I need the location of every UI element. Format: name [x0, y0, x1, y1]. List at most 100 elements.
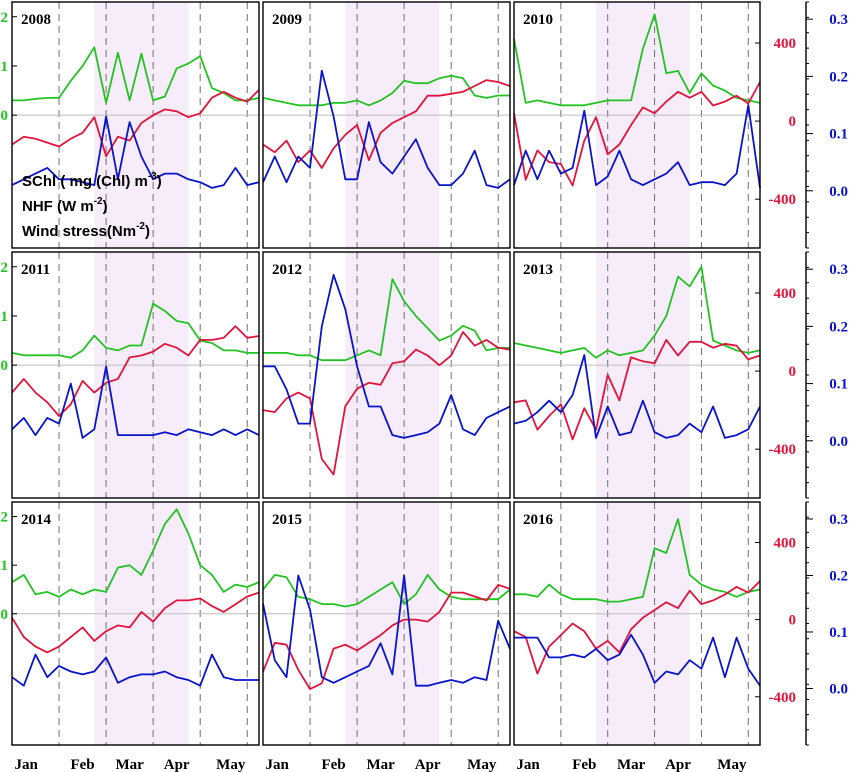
schl-line	[262, 74, 510, 107]
month-label: Feb	[70, 757, 94, 772]
schl-line	[513, 265, 761, 359]
left-tick-label: 2	[1, 260, 9, 276]
year-label: 2014	[21, 512, 52, 528]
year-label: 2008	[21, 12, 51, 28]
right-blue-tick-label: 0.3	[829, 262, 848, 278]
month-label: Apr	[164, 757, 190, 772]
panel-2015: 2015 Jan Feb Mar Apr May	[262, 501, 511, 772]
month-label: May	[717, 757, 747, 772]
wind-stress-line	[11, 653, 259, 687]
nhf-line	[262, 79, 511, 169]
legend-nhf-main: NHF (W m	[22, 198, 94, 215]
nhf-line	[262, 331, 511, 476]
schl-line	[12, 46, 260, 104]
right-blue-tick-label: 0.3	[829, 12, 848, 28]
panel-2011: 2011 0 1 2	[1, 251, 260, 499]
wind-stress-line	[513, 104, 761, 189]
nhf-line	[262, 584, 511, 690]
year-label: 2011	[21, 262, 50, 278]
year-label: 2009	[272, 12, 302, 28]
schl-line	[11, 302, 259, 359]
legend-schl: SChl ( mg (Chl) m-3)	[22, 171, 162, 190]
year-label: 2012	[272, 262, 302, 278]
right-red-tick-label: 400	[774, 286, 797, 302]
legend-nhf: NHF (W m-2)	[22, 196, 108, 215]
month-label: May	[467, 757, 497, 772]
month-label: Mar	[115, 757, 144, 772]
wind-stress-line	[11, 365, 260, 439]
right-red-tick-label: -400	[769, 690, 797, 706]
legend-wind-tail: )	[145, 223, 150, 240]
shade-band	[345, 252, 440, 498]
panel-frame	[11, 1, 260, 249]
shade-band	[596, 502, 690, 745]
right-blue-tick-label: 0.0	[829, 434, 848, 450]
nhf-line	[11, 591, 260, 654]
panel-frame	[513, 251, 761, 499]
legend-wind: Wind stress(Nm-2)	[22, 221, 150, 240]
right-red-tick-label: 0	[789, 613, 797, 629]
panel-2013: 2013 -400 0 400 0.0 0.1 0.2 0.3	[513, 251, 848, 499]
right-blue-tick-label: 0.0	[829, 184, 848, 200]
left-tick-label: 1	[1, 59, 9, 75]
right-blue-tick-label: 0.3	[829, 512, 848, 528]
wind-stress-line	[514, 633, 761, 687]
left-tick-label: 0	[1, 108, 9, 124]
panel-frame	[11, 251, 260, 499]
legend: SChl ( mg (Chl) m-3) NHF (W m-2) Wind st…	[22, 171, 162, 240]
month-label: May	[216, 757, 246, 772]
right-red-tick-label: -400	[769, 442, 797, 458]
month-label: Jan	[14, 757, 38, 772]
wind-stress-line	[263, 273, 511, 439]
legend-wind-sup: -2	[136, 221, 145, 232]
panel-2008: 2008 0 1 2	[1, 1, 260, 249]
panel-frame	[262, 501, 511, 746]
legend-nhf-sup: -2	[94, 196, 103, 207]
left-tick-label: 1	[1, 558, 9, 574]
year-label: 2013	[523, 262, 553, 278]
left-tick-label: 2	[1, 510, 9, 526]
panel-2010: 2010 -400 0 400 0.0 0.1 0.2 0.3	[513, 1, 848, 249]
panel-2009: 2009	[262, 1, 511, 249]
right-blue-tick-label: 0.2	[829, 69, 848, 85]
wind-stress-line	[11, 115, 260, 189]
panel-frame	[11, 501, 260, 746]
month-label: Feb	[321, 757, 345, 772]
schl-line	[513, 13, 761, 107]
month-label: Apr	[415, 757, 441, 772]
month-label: Jan	[265, 757, 289, 772]
shade-band	[596, 252, 690, 498]
month-label: Mar	[617, 757, 646, 772]
left-tick-label: 0	[1, 358, 9, 374]
legend-wind-main: Wind stress(Nm	[22, 223, 136, 240]
panel-frame	[513, 1, 761, 249]
month-label: Apr	[665, 757, 691, 772]
panel-frame	[262, 251, 511, 499]
shade-band	[596, 2, 690, 248]
month-label: Mar	[366, 757, 395, 772]
shade-band	[94, 2, 189, 248]
nhf-line	[513, 338, 761, 441]
right-red-tick-label: 0	[789, 114, 797, 130]
panel-2012: 2012	[262, 251, 511, 499]
legend-schl-tail: )	[157, 173, 162, 190]
schl-line	[514, 518, 761, 603]
schl-line	[262, 574, 511, 608]
panel-2014: 2014 0 1 2 Jan Feb Mar Apr May	[1, 501, 260, 772]
right-blue-tick-label: 0.2	[829, 568, 848, 584]
right-blue-tick-label: 0.0	[829, 681, 848, 697]
right-red-tick-label: 0	[789, 364, 797, 380]
schl-line	[11, 508, 260, 598]
right-blue-tick-label: 0.2	[829, 319, 848, 335]
year-label: 2016	[523, 512, 554, 528]
shade-band	[345, 502, 440, 745]
right-red-tick-label: 400	[774, 536, 797, 552]
right-red-tick-label: 400	[774, 36, 797, 52]
panel-frame	[262, 1, 511, 249]
nhf-line	[513, 580, 761, 675]
shade-band	[345, 2, 440, 248]
right-blue-tick-label: 0.1	[829, 625, 848, 641]
month-label: Feb	[572, 757, 596, 772]
left-tick-label: 2	[1, 10, 9, 26]
